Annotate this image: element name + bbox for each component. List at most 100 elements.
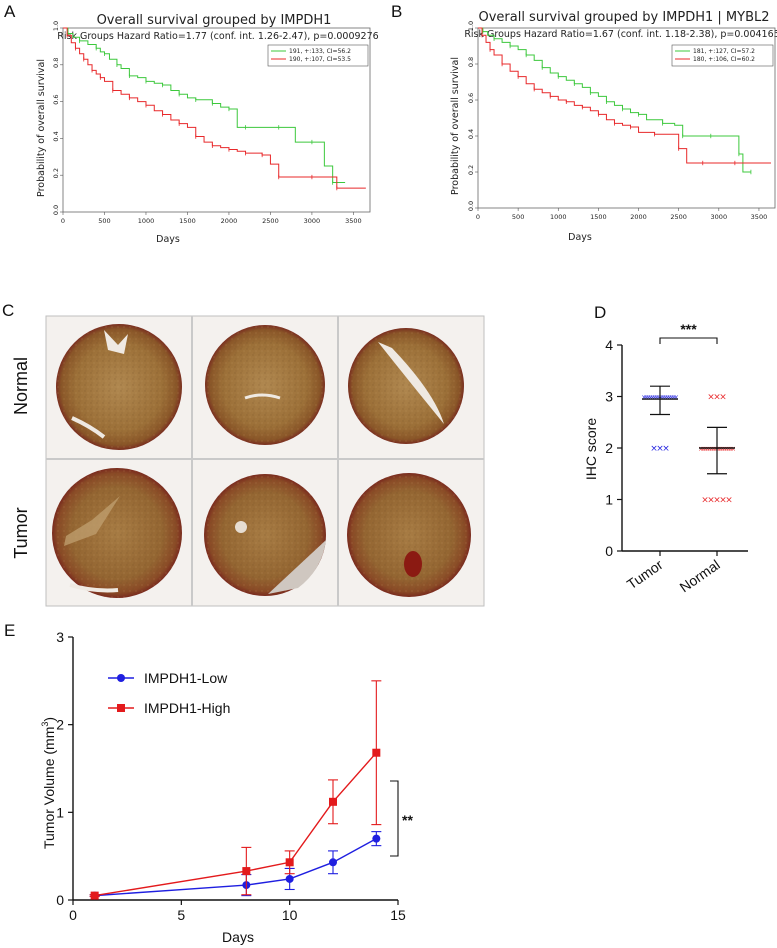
chart-d-data-point: ×	[667, 394, 673, 402]
ihc-core-tumor-3	[347, 473, 471, 597]
chart-b-legend-entry: 180, +:106, CI=60.2	[693, 56, 755, 63]
chart-d-ytick-label: 2	[605, 440, 613, 456]
chart-e-legend-entry: IMPDH1-High	[144, 700, 230, 716]
panel-label-b: B	[391, 2, 402, 21]
chart-a-frame	[62, 27, 371, 213]
ihc-core-normal-1	[56, 324, 182, 450]
chart-b-subtitle: Risk Groups Hazard Ratio=1.67 (conf. int…	[464, 29, 777, 40]
ihc-core-normal-2	[205, 325, 325, 445]
chart-a-ylabel: Probability of overall survival	[36, 59, 47, 197]
chart-e-xtick-label: 0	[69, 907, 77, 923]
chart-d-data-point: ×	[719, 496, 727, 506]
chart-b-xtick-label: 0	[476, 213, 480, 221]
chart-e-xlabel: Days	[222, 929, 254, 945]
chart-d-data-point: ×	[656, 394, 662, 402]
chart-e-point-square	[329, 797, 337, 806]
chart-d-data-point: ×	[717, 445, 723, 453]
chart-e-xtick-label: 15	[390, 907, 406, 923]
chart-d-data-point: ×	[652, 394, 658, 402]
chart-d-data-point: ×	[730, 445, 736, 453]
chart-b-ytick-label: 0.8	[467, 57, 475, 67]
chart-a-xtick-label: 500	[98, 217, 110, 225]
chart-d-ytick-label: 4	[605, 337, 613, 353]
chart-b-xtick-label: 3000	[711, 213, 728, 221]
panel-label-a: A	[4, 2, 16, 21]
chart-d-data-point: ×	[658, 394, 664, 402]
chart-a-xtick-label: 3500	[345, 217, 362, 225]
chart-d-ytick-label: 1	[605, 492, 613, 508]
panel-b-chart: Overall survival grouped by IMPDH1 | MYB…	[450, 10, 777, 243]
chart-b-ytick-label: 0.6	[467, 93, 475, 103]
chart-e-xtick-label: 5	[177, 907, 185, 923]
chart-a-xtick-label: 3000	[304, 217, 321, 225]
chart-d-data-point: ×	[645, 394, 651, 402]
chart-b-ytick-label: 0.2	[467, 165, 475, 175]
chart-d-data-point: ×	[662, 394, 668, 402]
chart-a-ytick-label: 0.6	[52, 94, 60, 104]
chart-e-point-square	[242, 867, 251, 876]
chart-e-point-square	[372, 748, 381, 757]
chart-d-data-point: ×	[707, 445, 713, 453]
chart-d-ylabel: IHC score	[583, 418, 599, 480]
chart-d-data-point: ×	[722, 445, 728, 453]
chart-b-xtick-label: 1000	[550, 213, 567, 221]
ihc-core-tumor-2	[204, 474, 326, 596]
ihc-core-normal-3	[348, 328, 464, 444]
chart-b-legend-entry: 181, +:127, CI=57.2	[693, 48, 755, 55]
chart-e-ytick-label: 0	[56, 892, 64, 908]
panel-label-c: C	[2, 301, 14, 320]
chart-a-xtick-label: 2000	[221, 217, 238, 225]
chart-d-data-point: ×	[671, 394, 677, 402]
chart-e-ytick-label: 3	[56, 629, 64, 645]
chart-d-data-point: ×	[673, 394, 679, 402]
chart-e-sig-label: **	[402, 812, 413, 828]
chart-b-frame	[477, 27, 776, 209]
chart-d-data-point: ×	[662, 444, 670, 454]
chart-d-xtick-label: Tumor	[624, 556, 666, 592]
chart-e-ylabel: Tumor Volume (mm3)	[40, 717, 57, 849]
chart-d-data-point: ×	[711, 445, 717, 453]
chart-e-point-circle	[329, 858, 337, 867]
chart-d-ytick-label: 3	[605, 389, 613, 405]
chart-a-legend-entry: 191, +:133, CI=56.2	[289, 48, 351, 55]
chart-b-xtick-label: 3500	[751, 213, 768, 221]
chart-a-legend-box	[267, 44, 369, 67]
chart-b-ytick-label: 1.0	[467, 21, 475, 31]
chart-a-xtick-label: 1000	[138, 217, 155, 225]
ihc-core-tumor-1	[52, 468, 182, 598]
chart-d-sig-label: ***	[680, 321, 697, 337]
chart-d-data-point: ×	[650, 444, 658, 454]
chart-b-title: Overall survival grouped by IMPDH1 | MYB…	[478, 10, 769, 25]
chart-d-data-point: ×	[700, 445, 706, 453]
chart-b-ytick-label: 0.4	[467, 129, 475, 139]
chart-d-data-point: ×	[702, 445, 708, 453]
chart-b-xtick-label: 2500	[670, 213, 687, 221]
chart-d-data-point: ×	[669, 394, 675, 402]
chart-e-xtick-label: 10	[282, 907, 298, 923]
chart-d-data-point: ×	[724, 445, 730, 453]
chart-d-data-point: ×	[704, 445, 710, 453]
chart-d-data-point: ×	[719, 445, 725, 453]
ihc-row-label-tumor: Tumor	[11, 507, 31, 558]
chart-a-subtitle: Risk Groups Hazard Ratio=1.77 (conf. int…	[57, 31, 378, 42]
chart-d-data-point: ×	[707, 496, 715, 506]
ihc-image-grid: Normal Tumor	[11, 315, 485, 607]
chart-a-legend-entry: 190, +:107, CI=53.5	[289, 56, 351, 63]
panel-label-e: E	[4, 621, 15, 640]
chart-a-xtick-label: 1500	[179, 217, 196, 225]
chart-e-legend-entry: IMPDH1-Low	[144, 670, 228, 686]
chart-a-xtick-label: 0	[61, 217, 65, 225]
chart-d-data-point: ×	[726, 445, 732, 453]
chart-e-ytick-label: 2	[56, 717, 64, 733]
chart-a-xtick-label: 2500	[262, 217, 279, 225]
chart-d-data-point: ×	[647, 394, 653, 402]
chart-a-title: Overall survival grouped by IMPDH1	[97, 13, 332, 28]
chart-d-data-point: ×	[654, 394, 660, 402]
chart-d-data-point: ×	[725, 496, 733, 506]
chart-d-data-point: ×	[665, 394, 671, 402]
panel-e-chart: Days Tumor Volume (mm3) 0 1 2 3 0 5 10 15 IMPDH1…	[40, 629, 413, 945]
ihc-row-label-normal: Normal	[11, 357, 31, 415]
chart-d-xtick-label: Normal	[677, 556, 723, 595]
